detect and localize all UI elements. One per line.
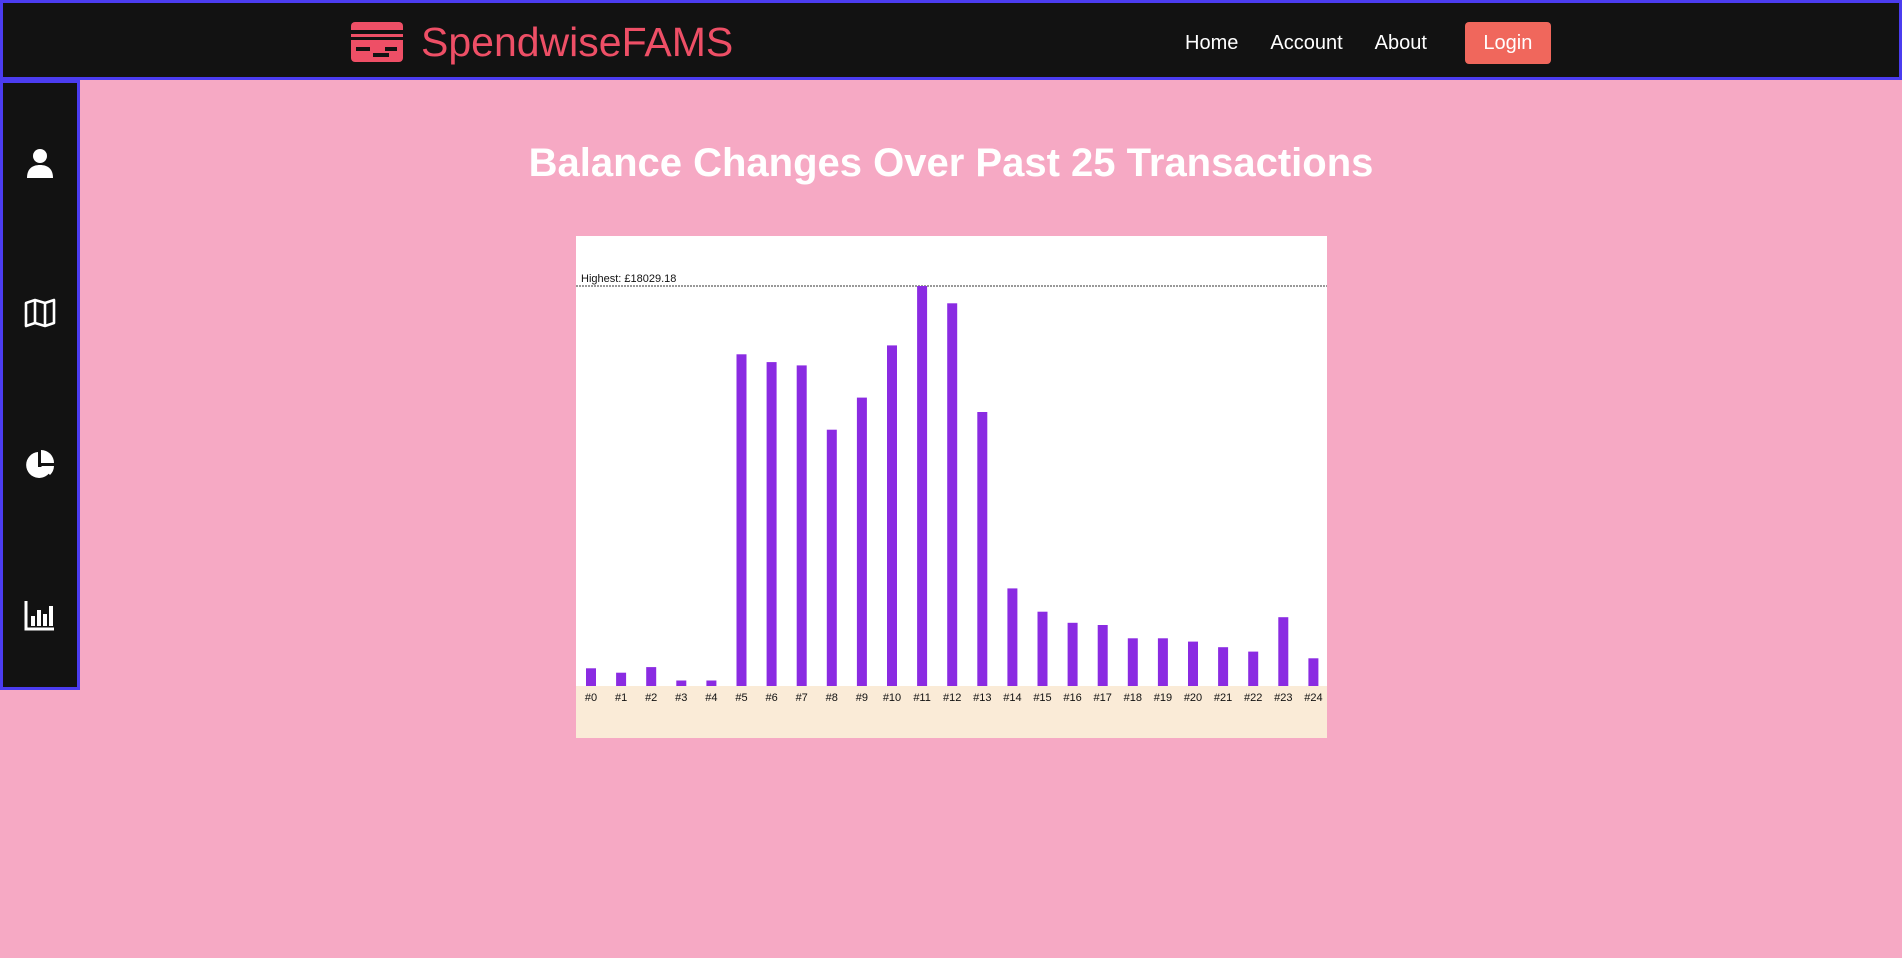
bar-17: [1097, 625, 1108, 686]
brand-name: SpendwiseFAMS: [421, 19, 734, 65]
x-tick-label: #8: [826, 692, 838, 704]
sidebar-item-pie-chart[interactable]: [3, 445, 77, 485]
x-tick-label: #10: [883, 692, 901, 704]
map-icon: [24, 298, 56, 328]
brand[interactable]: SpendwiseFAMS: [351, 18, 733, 66]
bar-23: [1278, 617, 1289, 686]
x-tick-label: #24: [1304, 692, 1322, 704]
x-tick-label: #3: [675, 692, 687, 704]
bar-8: [826, 429, 837, 686]
bar-22: [1248, 651, 1259, 686]
bar-3: [676, 680, 687, 686]
x-tick-label: #7: [796, 692, 808, 704]
bar-7: [796, 365, 807, 686]
main-nav: Home Account About Login: [1185, 20, 1551, 66]
nav-home-link[interactable]: Home: [1185, 31, 1239, 54]
bar-6: [766, 362, 777, 686]
bar-5: [736, 354, 747, 686]
x-tick-label: #9: [856, 692, 868, 704]
x-tick-label: #13: [973, 692, 991, 704]
x-axis-band: [576, 686, 1327, 738]
nav-about-link[interactable]: About: [1374, 31, 1427, 54]
bar-18: [1127, 638, 1138, 686]
bar-2: [646, 667, 657, 686]
x-tick-label: #16: [1063, 692, 1081, 704]
x-tick-label: #2: [645, 692, 657, 704]
balance-bar-chart-svg: Highest: £18029.18 #0 #1 #2 #3 #4 #5 #6 #7 #8 #9 #…: [576, 273, 1327, 738]
x-tick-label: #0: [585, 692, 597, 704]
bar-9: [856, 397, 867, 686]
x-tick-label: #18: [1124, 692, 1142, 704]
x-tick-label: #19: [1154, 692, 1172, 704]
sidebar-item-bar-chart[interactable]: [3, 595, 77, 635]
x-tick-label: #20: [1184, 692, 1202, 704]
x-tick-label: #23: [1274, 692, 1292, 704]
x-tick-label: #4: [705, 692, 717, 704]
bar-15: [1037, 611, 1048, 686]
x-tick-label: #5: [735, 692, 747, 704]
bar-13: [977, 412, 988, 686]
bar-chart-icon: [24, 601, 54, 631]
sidebar: [0, 80, 80, 690]
nav-account-link[interactable]: Account: [1270, 31, 1343, 54]
bar-1: [616, 672, 627, 686]
sidebar-item-map[interactable]: [3, 293, 77, 333]
page-title: Balance Changes Over Past 25 Transaction…: [528, 141, 1374, 185]
bar-series: [586, 286, 1319, 686]
bar-24: [1308, 658, 1319, 686]
x-tick-label: #12: [943, 692, 961, 704]
credit-card-icon: [351, 22, 403, 62]
balance-chart: Highest: £18029.18 #0 #1 #2 #3 #4 #5 #6 #7 #8 #9 #…: [576, 236, 1327, 738]
x-tick-label: #17: [1094, 692, 1112, 704]
x-tick-label: #14: [1003, 692, 1021, 704]
bar-14: [1007, 588, 1018, 686]
pie-chart-icon: [26, 450, 54, 478]
bar-12: [947, 303, 958, 686]
bar-4: [706, 680, 717, 686]
login-button[interactable]: Login: [1464, 22, 1551, 64]
bar-0: [586, 668, 596, 686]
x-axis-ticks: #0 #1 #2 #3 #4 #5 #6 #7 #8 #9 #10 #11 #12 #13 #14 #15 #1…: [585, 692, 1323, 704]
x-tick-label: #21: [1214, 692, 1232, 704]
sidebar-item-profile[interactable]: [3, 143, 77, 183]
x-tick-label: #1: [615, 692, 627, 704]
bar-20: [1188, 641, 1198, 686]
bar-16: [1067, 622, 1078, 686]
x-tick-label: #22: [1244, 692, 1262, 704]
x-tick-label: #6: [765, 692, 777, 704]
highest-value-label: Highest: £18029.18: [581, 273, 676, 285]
bar-10: [887, 345, 897, 686]
user-icon: [27, 149, 53, 178]
top-navbar: SpendwiseFAMS Home Account About Login: [0, 0, 1902, 80]
x-tick-label: #11: [913, 692, 931, 704]
bar-19: [1157, 638, 1168, 686]
bar-21: [1218, 647, 1229, 686]
x-tick-label: #15: [1033, 692, 1051, 704]
bar-11: [917, 286, 928, 686]
